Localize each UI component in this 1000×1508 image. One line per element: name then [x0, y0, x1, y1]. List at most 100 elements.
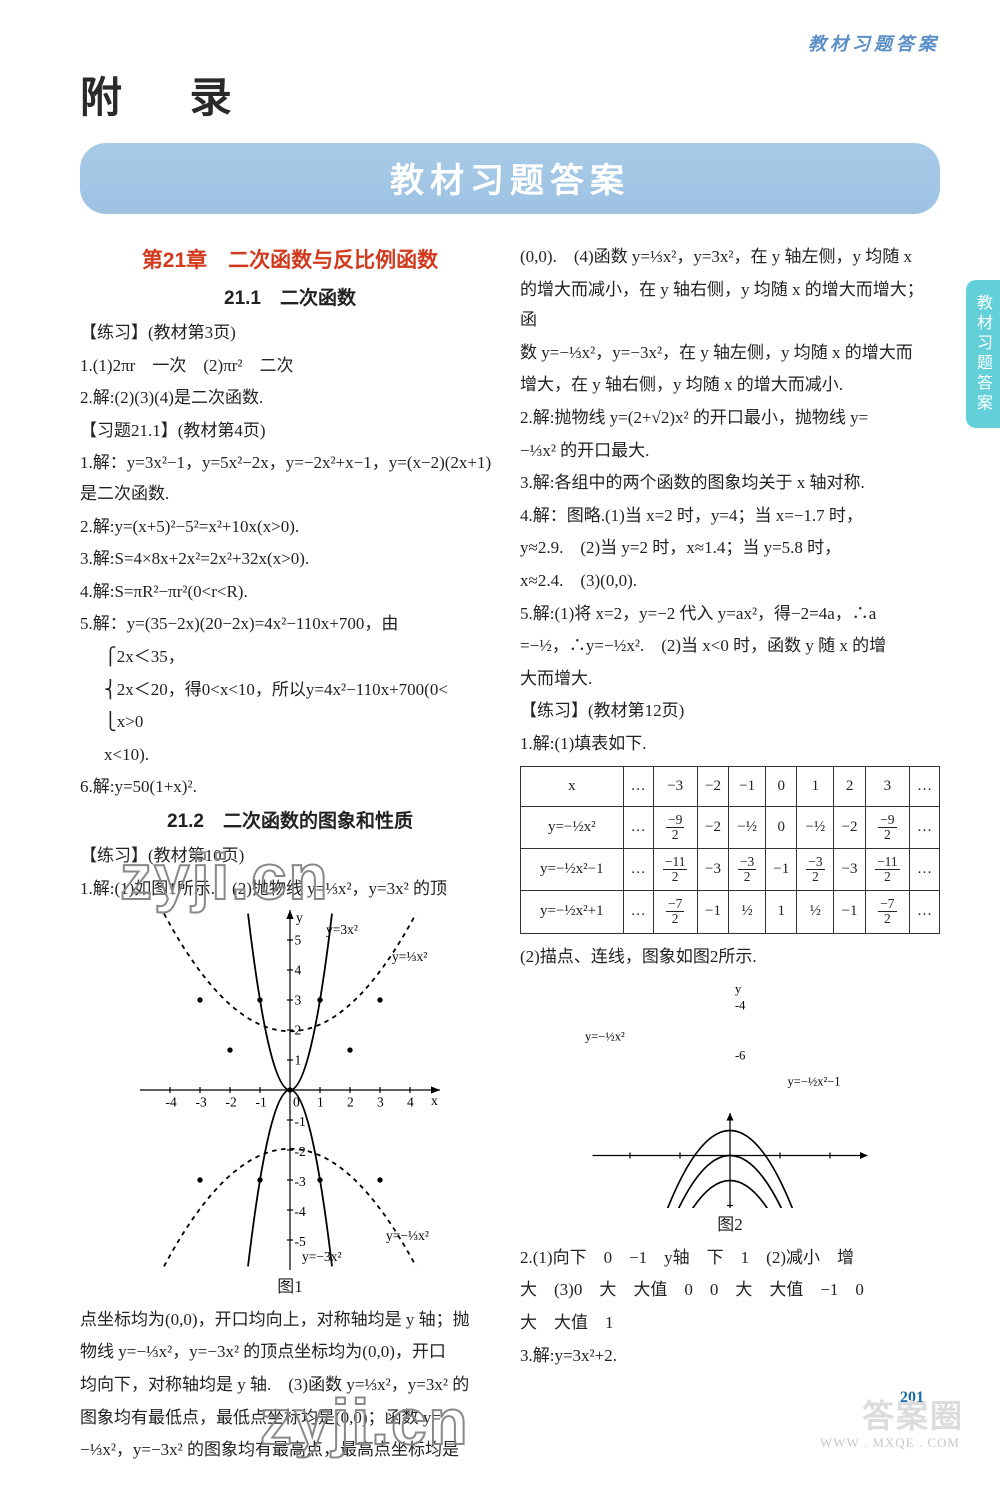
svg-text:5: 5 [295, 933, 302, 948]
svg-text:y: y [735, 982, 742, 996]
table-cell: −1 [834, 891, 865, 933]
line: 1.(1)2πr 一次 (2)πr² 二次 [80, 351, 500, 382]
table-header-cell: −2 [697, 766, 728, 806]
svg-text:2: 2 [347, 1095, 354, 1110]
two-columns: 第21章 二次函数与反比例函数 21.1 二次函数 【练习】(教材第3页) 1.… [80, 242, 940, 1468]
svg-text:-1: -1 [256, 1095, 267, 1110]
svg-text:1: 1 [295, 1053, 302, 1068]
table-cell: 0 [766, 806, 797, 848]
line: ⎧2x＜35， [80, 642, 500, 673]
table-header-cell: 3 [865, 766, 909, 806]
table-cell: … [910, 848, 940, 890]
table-body: y=−½x²…−92−2−½0−½−2−92…y=−½x²−1…−112−3−3… [521, 806, 940, 933]
figure-2-chart: yx -4-2 0 24 -2-4-6 y=−½x²+1 y=−½x² y=−½… [580, 978, 880, 1208]
line: 1.解:(1)填表如下. [520, 729, 940, 760]
table-cell: −72 [865, 891, 909, 933]
svg-text:-1: -1 [295, 1114, 306, 1129]
svg-text:3: 3 [377, 1095, 384, 1110]
line: 图象均有最低点，最低点坐标均是(0,0)；函数 y= [80, 1403, 500, 1434]
right-column: (0,0). (4)函数 y=⅓x²，y=3x²，在 y 轴左侧，y 均随 x … [520, 242, 940, 1468]
line: 的增大而减小，在 y 轴右侧，y 均随 x 的增大而增大；函 [520, 275, 940, 336]
figure-2-caption: 图2 [520, 1210, 940, 1241]
table-header-cell: x [521, 766, 624, 806]
line: 点坐标均为(0,0)，开口均向上，对称轴均是 y 轴；抛 [80, 1305, 500, 1336]
svg-text:-2: -2 [295, 1144, 306, 1159]
xiti-1: 【习题21.1】(教材第4页) [80, 416, 500, 447]
line: =−½，∴y=−½x². (2)当 x<0 时，函数 y 随 x 的增 [520, 631, 940, 662]
line: x<10). [80, 740, 500, 771]
figure-1-chart: y x y=3x² y=⅓x² y=−⅓x² y=−3x² -4-3 -2-1 … [110, 910, 470, 1270]
svg-text:-3: -3 [295, 1174, 306, 1189]
line: 均向下，对称轴均是 y 轴. (3)函数 y=⅓x²，y=3x² 的 [80, 1370, 500, 1401]
table-cell: −32 [797, 848, 834, 890]
table-cell: −72 [653, 891, 697, 933]
table-header-cell: … [910, 766, 940, 806]
svg-text:-4: -4 [735, 998, 746, 1012]
svg-text:y: y [296, 910, 303, 925]
table-header-cell: 1 [797, 766, 834, 806]
svg-text:-2: -2 [226, 1095, 237, 1110]
svg-text:1: 1 [317, 1095, 324, 1110]
table-header-cell: … [623, 766, 653, 806]
table-cell: −32 [729, 848, 766, 890]
table-cell: −½ [797, 806, 834, 848]
section-21-1: 21.1 二次函数 [80, 282, 500, 316]
svg-text:x: x [431, 1093, 438, 1108]
chapter-title: 第21章 二次函数与反比例函数 [80, 242, 500, 280]
table-header-cell: 0 [766, 766, 797, 806]
svg-text:0: 0 [293, 1095, 300, 1110]
line: 3.解:y=3x²+2. [520, 1341, 940, 1372]
table-cell: −2 [697, 806, 728, 848]
line: (0,0). (4)函数 y=⅓x²，y=3x²，在 y 轴左侧，y 均随 x [520, 242, 940, 273]
table-row: y=−½x²…−92−2−½0−½−2−92… [521, 806, 940, 848]
line: 物线 y=−⅓x²，y=−3x² 的顶点坐标均为(0,0)，开口 [80, 1337, 500, 1368]
lianxi-3: 【练习】(教材第12页) [520, 696, 940, 727]
table-row: y=−½x²+1…−72−1½1½−1−72… [521, 891, 940, 933]
table-cell: … [910, 891, 940, 933]
svg-text:2: 2 [295, 1023, 302, 1038]
page-root: 教材习题答案 附 录 教材习题答案 第21章 二次函数与反比例函数 21.1 二… [0, 0, 1000, 1508]
header-right: 教材习题答案 [80, 30, 940, 56]
svg-text:4: 4 [295, 963, 302, 978]
svg-text:3: 3 [295, 993, 302, 1008]
svg-text:-6: -6 [735, 1048, 745, 1062]
line: 2.(1)向下 0 −1 y轴 下 1 (2)减小 增 [520, 1243, 940, 1274]
table-cell: −3 [834, 848, 865, 890]
table-header-cell: 2 [834, 766, 865, 806]
line: 6.解:y=50(1+x)². [80, 772, 500, 803]
left-column: 第21章 二次函数与反比例函数 21.1 二次函数 【练习】(教材第3页) 1.… [80, 242, 500, 1468]
line: 数 y=−⅓x²，y=−3x²，在 y 轴左侧，y 均随 x 的增大而 [520, 338, 940, 369]
table-cell: … [623, 891, 653, 933]
line: 2.解:y=(x+5)²−5²=x²+10x(x>0). [80, 512, 500, 543]
figure-1-caption: 图1 [80, 1272, 500, 1303]
table-cell: ½ [797, 891, 834, 933]
table-cell: 1 [766, 891, 797, 933]
line: 5.解：y=(35−2x)(20−2x)=4x²−110x+700，由 [80, 609, 500, 640]
line: 大而增大. [520, 664, 940, 695]
line: ⎨2x＜20，得0<x<10，所以y=4x²−110x+700(0< [80, 675, 500, 706]
table-row-label: y=−½x²−1 [521, 848, 624, 890]
lianxi-1: 【练习】(教材第3页) [80, 318, 500, 349]
table-cell: −92 [653, 806, 697, 848]
data-table: x…−3−2−10123… y=−½x²…−92−2−½0−½−2−92…y=−… [520, 766, 940, 934]
footer-url: WWW . MXQE . COM [820, 1435, 960, 1451]
table-row-label: y=−½x²+1 [521, 891, 624, 933]
line: 3.解:S=4×8x+2x²=2x²+32x(x>0). [80, 544, 500, 575]
table-row: y=−½x²−1…−112−3−32−1−32−3−112… [521, 848, 940, 890]
line: y≈2.9. (2)当 y=2 时，x≈1.4；当 y=5.8 时， [520, 533, 940, 564]
svg-text:-4: -4 [295, 1204, 306, 1219]
banner-title: 教材习题答案 [80, 143, 940, 214]
footer-logo: 答案圈 [862, 1391, 964, 1437]
table-cell: −92 [865, 806, 909, 848]
line: 1.解:(1)如图1所示. (2)抛物线 y=⅓x²，y=3x² 的顶 [80, 874, 500, 905]
line: 1.解：y=3x²−1，y=5x²−2x，y=−2x²+x−1，y=(x−2)(… [80, 448, 500, 509]
table-cell: −112 [653, 848, 697, 890]
section-21-2: 21.2 二次函数的图象和性质 [80, 805, 500, 839]
table-header-cell: −3 [653, 766, 697, 806]
svg-text:-4: -4 [166, 1095, 177, 1110]
svg-text:y=3x²: y=3x² [326, 922, 358, 937]
svg-text:y=⅓x²: y=⅓x² [392, 949, 427, 964]
table-cell: … [623, 848, 653, 890]
line: 4.解:S=πR²−πr²(0<r<R). [80, 577, 500, 608]
table-cell: −112 [865, 848, 909, 890]
